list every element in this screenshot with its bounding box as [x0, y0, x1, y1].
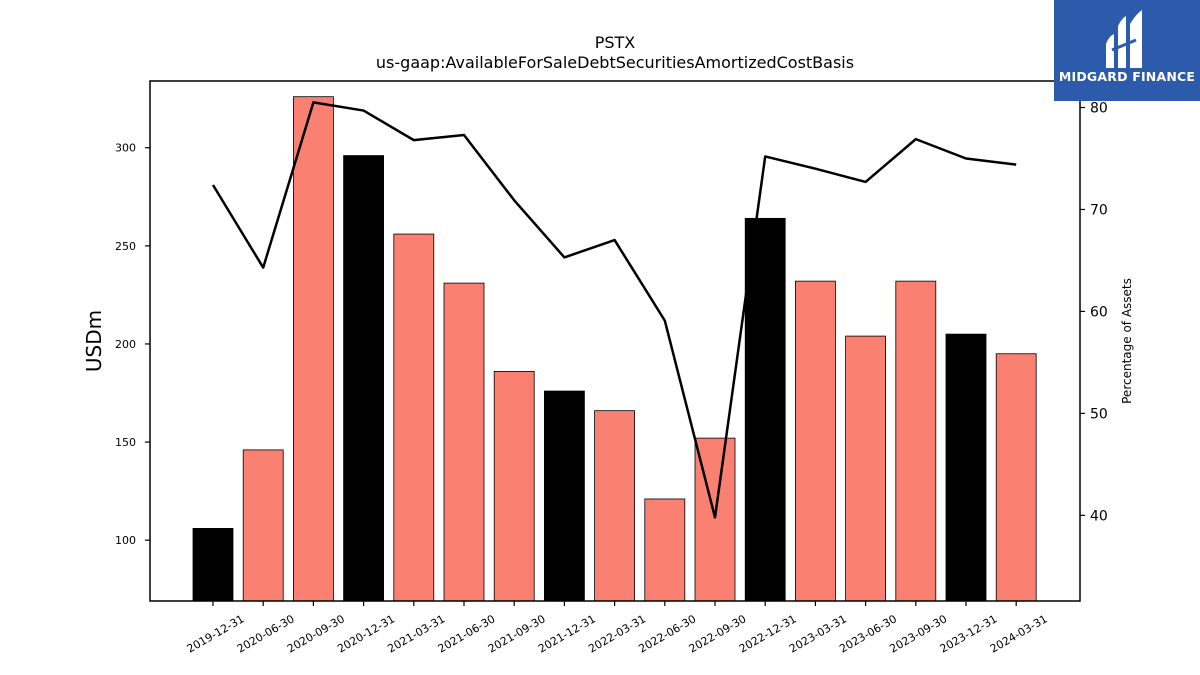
y2-axis-label: Percentage of Assets [1120, 278, 1134, 404]
y-axis: 100 150 200 250 300 [115, 142, 150, 547]
bar [845, 335, 886, 602]
bar [292, 96, 334, 602]
bar [644, 498, 686, 602]
y-tick-label: 150 [115, 436, 136, 449]
bar [795, 280, 836, 602]
logo-text: MIDGARD FINANCE [1058, 69, 1196, 84]
bar [242, 449, 284, 602]
y2-tick-label: 60 [1090, 304, 1108, 320]
bar [493, 371, 535, 602]
bar [443, 282, 485, 602]
y2-tick-label: 70 [1090, 202, 1108, 218]
x-tick-label: 2024-03-31 [988, 612, 1050, 655]
chart-subtitle: us-gaap:AvailableForSaleDebtSecuritiesAm… [376, 53, 854, 72]
logo: MIDGARD FINANCE [1054, 0, 1200, 101]
y2-tick-label: 50 [1090, 406, 1108, 422]
x-axis: 2019-12-312020-06-302020-09-302020-12-31… [185, 601, 1050, 656]
logo-mark-icon [1106, 10, 1142, 68]
bar-series [192, 96, 1037, 602]
bar [895, 280, 937, 602]
y-tick-label: 200 [115, 338, 136, 351]
bar [744, 217, 786, 602]
bar [544, 390, 585, 602]
chart-title: PSTX [595, 33, 636, 52]
bar [594, 410, 635, 602]
bar [393, 233, 435, 602]
y-tick-label: 300 [115, 142, 136, 155]
bar [192, 527, 234, 602]
y2-tick-label: 80 [1090, 101, 1108, 117]
y-tick-label: 250 [115, 240, 136, 253]
y-tick-label: 100 [115, 534, 136, 547]
y-axis-label: USDm [82, 310, 106, 372]
bar [343, 155, 385, 602]
y2-axis: 40 50 60 70 80 [1080, 101, 1108, 524]
line-series [211, 101, 1017, 519]
y2-tick-label: 40 [1090, 508, 1108, 524]
bar [945, 333, 987, 602]
bar [995, 353, 1037, 602]
series-line [211, 101, 1017, 519]
